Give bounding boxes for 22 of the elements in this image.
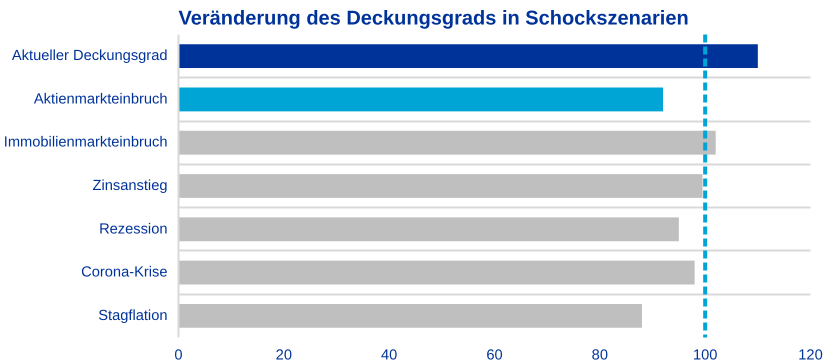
bar [178,304,642,328]
bar [178,260,695,284]
x-tick-label: 80 [592,348,608,362]
y-tick-label: Aktienmarkteinbruch [34,91,168,108]
bar [178,174,703,198]
y-tick-label: Aktueller Deckungsgrad [12,48,168,64]
y-tick-label: Rezession [99,221,168,238]
bar [178,130,716,155]
x-tick-label: 40 [381,348,398,362]
x-tick-label: 100 [692,348,718,362]
y-tick-label: Immobilienmarkteinbruch [4,134,168,151]
y-tick-label: Zinsanstieg [92,178,168,194]
x-tick-label: 120 [798,348,823,362]
bar [178,44,758,68]
bar [178,88,664,112]
x-tick-label: 0 [174,348,183,362]
x-tick-label: 60 [486,348,503,362]
bar [178,217,679,242]
y-tick-label: Corona-Krise [81,264,168,281]
y-tick-label: Stagflation [98,308,168,324]
x-tick-label: 20 [276,348,292,362]
chart-title: Veränderung des Deckungsgrads in Schockszenarien [178,8,689,30]
